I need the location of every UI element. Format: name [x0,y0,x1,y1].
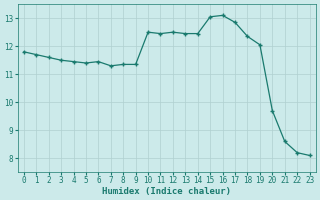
X-axis label: Humidex (Indice chaleur): Humidex (Indice chaleur) [102,187,231,196]
